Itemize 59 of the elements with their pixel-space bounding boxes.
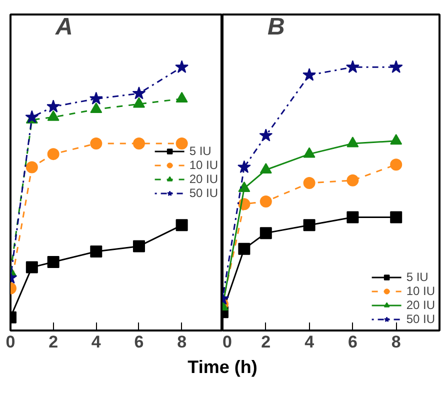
point — [26, 161, 38, 174]
x-tick-label: 4 — [304, 332, 315, 352]
point — [89, 92, 103, 105]
x-tick-label: 8 — [177, 332, 187, 352]
point — [238, 242, 250, 255]
point — [389, 60, 403, 73]
text: A — [54, 14, 73, 40]
point — [47, 148, 60, 160]
legend-label: 5 IU — [406, 270, 428, 284]
x-tick-label: 6 — [134, 332, 144, 352]
legend-label: 20 IU — [406, 298, 435, 312]
point — [346, 136, 359, 148]
point — [260, 195, 272, 208]
point — [132, 240, 145, 252]
point — [176, 138, 188, 150]
x-tick-label: 8 — [391, 332, 401, 352]
point — [390, 158, 402, 171]
point — [25, 110, 39, 123]
point — [390, 134, 402, 145]
x-tick-label: 0 — [222, 332, 232, 352]
point — [259, 128, 273, 142]
legend-label: 10 IU — [406, 284, 435, 298]
point — [132, 138, 145, 150]
point — [238, 181, 250, 192]
point — [260, 163, 272, 174]
point — [132, 97, 145, 108]
point — [302, 68, 316, 81]
point — [390, 211, 402, 224]
point — [90, 138, 102, 150]
point — [90, 246, 102, 258]
legend-label: 10 IU — [189, 158, 218, 172]
point — [176, 219, 188, 232]
point — [176, 92, 188, 102]
point — [46, 100, 60, 112]
legend-label: 50 IU — [406, 312, 435, 326]
point — [346, 60, 360, 73]
point — [238, 160, 251, 173]
text: B — [268, 14, 285, 40]
point — [47, 110, 60, 121]
point — [303, 147, 316, 158]
point — [90, 102, 102, 113]
point — [132, 86, 146, 100]
legend-label: 20 IU — [189, 172, 218, 186]
point — [346, 211, 359, 224]
point — [26, 261, 38, 274]
point — [47, 256, 60, 268]
point — [303, 177, 316, 190]
point — [175, 60, 188, 73]
x-tick-label: 2 — [48, 332, 58, 352]
legend-label: 50 IU — [189, 186, 218, 200]
x-axis-title: Time (h) — [188, 356, 258, 379]
x-tick-label: 2 — [261, 332, 271, 352]
point — [260, 227, 272, 240]
x-tick-label: 6 — [348, 332, 358, 352]
point — [346, 174, 359, 186]
point — [303, 219, 316, 232]
x-tick-label: 4 — [91, 332, 102, 352]
legend-label: 5 IU — [189, 144, 212, 158]
x-tick-label: 0 — [6, 332, 16, 352]
